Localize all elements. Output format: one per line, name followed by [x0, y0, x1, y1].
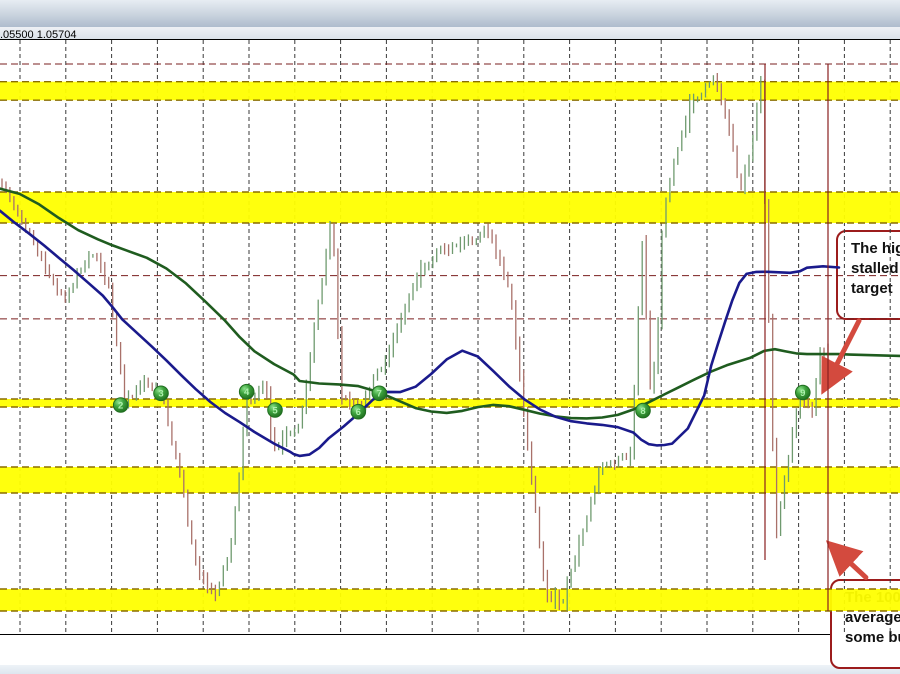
svg-text:2: 2 [118, 400, 123, 411]
svg-text:8: 8 [640, 406, 645, 417]
svg-text:3: 3 [158, 389, 163, 400]
svg-text:5: 5 [272, 405, 278, 416]
svg-text:4: 4 [244, 387, 250, 398]
svg-text:9: 9 [800, 388, 805, 399]
svg-text:6: 6 [356, 407, 361, 418]
svg-text:7: 7 [377, 389, 382, 400]
